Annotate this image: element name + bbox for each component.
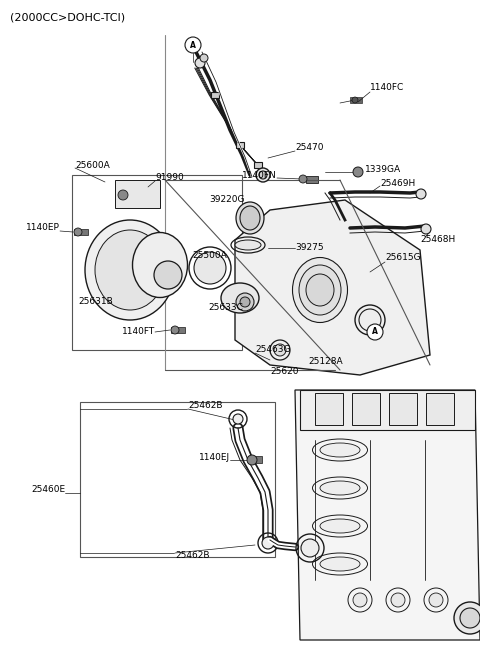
Text: A: A: [372, 327, 378, 337]
Ellipse shape: [85, 220, 175, 320]
Text: 25463G: 25463G: [255, 346, 290, 354]
Circle shape: [460, 608, 480, 628]
Ellipse shape: [320, 481, 360, 495]
Circle shape: [262, 537, 274, 549]
Bar: [115, 180, 160, 208]
Circle shape: [367, 324, 383, 340]
Text: 25631B: 25631B: [78, 298, 113, 306]
Circle shape: [195, 58, 205, 68]
Ellipse shape: [240, 206, 260, 230]
Circle shape: [240, 297, 250, 307]
Ellipse shape: [236, 202, 264, 234]
Ellipse shape: [320, 557, 360, 571]
Ellipse shape: [292, 258, 348, 323]
Circle shape: [299, 175, 307, 183]
Bar: [211, 92, 219, 98]
Ellipse shape: [221, 283, 259, 313]
Text: 1339GA: 1339GA: [365, 165, 401, 174]
Ellipse shape: [194, 252, 226, 284]
Text: 25600A: 25600A: [75, 161, 110, 169]
Circle shape: [352, 97, 358, 103]
Circle shape: [256, 168, 270, 182]
Bar: [426, 393, 454, 425]
Ellipse shape: [320, 519, 360, 533]
Circle shape: [454, 602, 480, 634]
Circle shape: [233, 414, 243, 424]
Text: A: A: [190, 41, 196, 49]
Circle shape: [421, 224, 431, 234]
Text: 25460E: 25460E: [31, 485, 65, 495]
Circle shape: [200, 54, 208, 62]
Ellipse shape: [154, 261, 182, 289]
Polygon shape: [300, 390, 475, 430]
Ellipse shape: [95, 230, 165, 310]
Text: 25620: 25620: [270, 367, 299, 377]
Text: 1140EJ: 1140EJ: [199, 453, 230, 462]
Ellipse shape: [306, 274, 334, 306]
Bar: [236, 142, 244, 148]
Circle shape: [74, 228, 82, 236]
Text: (2000CC>DOHC-TCI): (2000CC>DOHC-TCI): [10, 13, 125, 23]
Bar: [315, 393, 343, 425]
Bar: [171, 327, 185, 333]
Circle shape: [259, 171, 267, 179]
Text: 25462B: 25462B: [175, 552, 209, 560]
Text: 25468H: 25468H: [420, 236, 455, 245]
Bar: [248, 456, 262, 463]
Ellipse shape: [235, 240, 261, 250]
Text: 91990: 91990: [155, 173, 184, 182]
Text: 1140FC: 1140FC: [370, 83, 404, 92]
Ellipse shape: [299, 265, 341, 315]
Text: 25128A: 25128A: [308, 358, 343, 367]
Bar: [306, 176, 318, 183]
Bar: [254, 162, 262, 168]
Circle shape: [301, 539, 319, 557]
Text: 25615G: 25615G: [385, 253, 420, 262]
Text: 25462B: 25462B: [188, 401, 223, 411]
Text: 25469H: 25469H: [380, 178, 415, 188]
Text: 39275: 39275: [295, 243, 324, 253]
Circle shape: [429, 593, 443, 607]
Ellipse shape: [359, 309, 381, 331]
Circle shape: [353, 167, 363, 177]
Circle shape: [416, 189, 426, 199]
Bar: [352, 393, 380, 425]
Text: 25470: 25470: [295, 144, 324, 152]
Bar: [80, 402, 275, 557]
Text: 39220G: 39220G: [209, 195, 245, 205]
Text: 1140FN: 1140FN: [242, 171, 277, 180]
Bar: [72, 175, 242, 350]
Circle shape: [274, 344, 286, 356]
Circle shape: [118, 190, 128, 200]
Text: 25633C: 25633C: [208, 304, 243, 312]
Text: 25500A: 25500A: [192, 251, 228, 260]
Circle shape: [236, 293, 254, 311]
Polygon shape: [235, 200, 430, 375]
Text: 1140EP: 1140EP: [26, 224, 60, 232]
Ellipse shape: [132, 232, 188, 298]
Bar: [350, 97, 362, 103]
Polygon shape: [295, 390, 480, 640]
Bar: [74, 229, 88, 235]
Circle shape: [185, 37, 201, 53]
Circle shape: [391, 593, 405, 607]
Text: 1140FT: 1140FT: [122, 327, 155, 337]
Circle shape: [353, 593, 367, 607]
Circle shape: [171, 326, 179, 334]
Bar: [389, 393, 417, 425]
Circle shape: [247, 455, 257, 465]
Ellipse shape: [320, 443, 360, 457]
